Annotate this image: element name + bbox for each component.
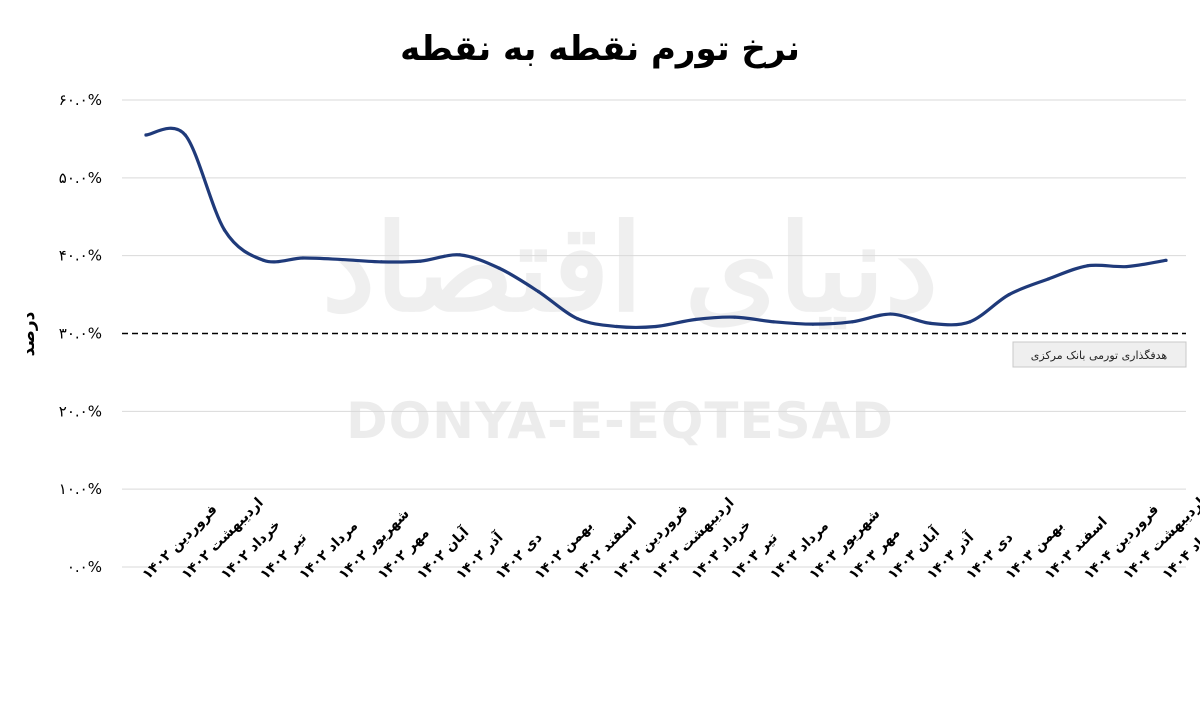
y-tick-label: ۵۰.۰%	[59, 169, 102, 187]
data-point	[929, 321, 933, 325]
data-point	[732, 315, 737, 319]
chart-title: نرخ تورم نقطه به نقطه	[400, 29, 800, 69]
data-point	[889, 312, 893, 316]
y-axis-ticks: ۰.۰% ۱۰.۰% ۲۰.۰% ۳۰.۰% ۴۰.۰% ۵۰.۰% ۶۰.۰%	[59, 91, 102, 576]
target-annotation-box	[1012, 341, 1187, 368]
data-point	[575, 317, 580, 321]
watermark: دنیای اقتصاد DONYA-E-EQTESAD	[322, 198, 938, 450]
data-point	[1046, 277, 1050, 281]
watermark-persian: دنیای اقتصاد	[322, 198, 938, 339]
data-point	[1125, 264, 1129, 269]
y-tick-label: ۴۰.۰%	[59, 247, 102, 265]
data-point	[693, 317, 697, 322]
y-tick-label: ۶۰.۰%	[59, 91, 102, 109]
y-tick-label: ۲۰.۰%	[59, 402, 102, 420]
y-tick-label: ۳۰.۰%	[59, 325, 102, 343]
data-point	[262, 258, 266, 262]
data-point	[183, 133, 187, 137]
data-point	[419, 259, 423, 263]
data-point	[536, 289, 540, 294]
data-point	[654, 324, 658, 329]
gridlines	[122, 99, 1186, 568]
data-point	[968, 320, 972, 324]
data-point	[222, 228, 227, 232]
data-points	[144, 133, 1168, 329]
data-point	[340, 257, 344, 262]
data-point	[615, 324, 619, 329]
data-point	[1085, 264, 1090, 268]
data-point	[1007, 292, 1011, 297]
target-annotation: هدفگذاری تورمی بانک مرکزی	[1012, 341, 1187, 368]
data-point	[811, 322, 815, 326]
y-tick-label: ۰.۰%	[67, 558, 102, 576]
data-point	[144, 133, 148, 137]
data-point	[301, 256, 305, 260]
watermark-latin: DONYA-E-EQTESAD	[346, 392, 894, 450]
data-point	[850, 320, 854, 324]
y-axis-label: درصد	[19, 311, 39, 356]
data-point	[772, 320, 776, 324]
data-point	[458, 253, 462, 257]
data-point	[497, 266, 501, 270]
target-annotation-label: هدفگذاری تورمی بانک مرکزی	[1031, 349, 1168, 362]
data-point	[1164, 258, 1168, 262]
y-tick-label: ۱۰.۰%	[59, 480, 102, 498]
data-point	[379, 260, 383, 264]
